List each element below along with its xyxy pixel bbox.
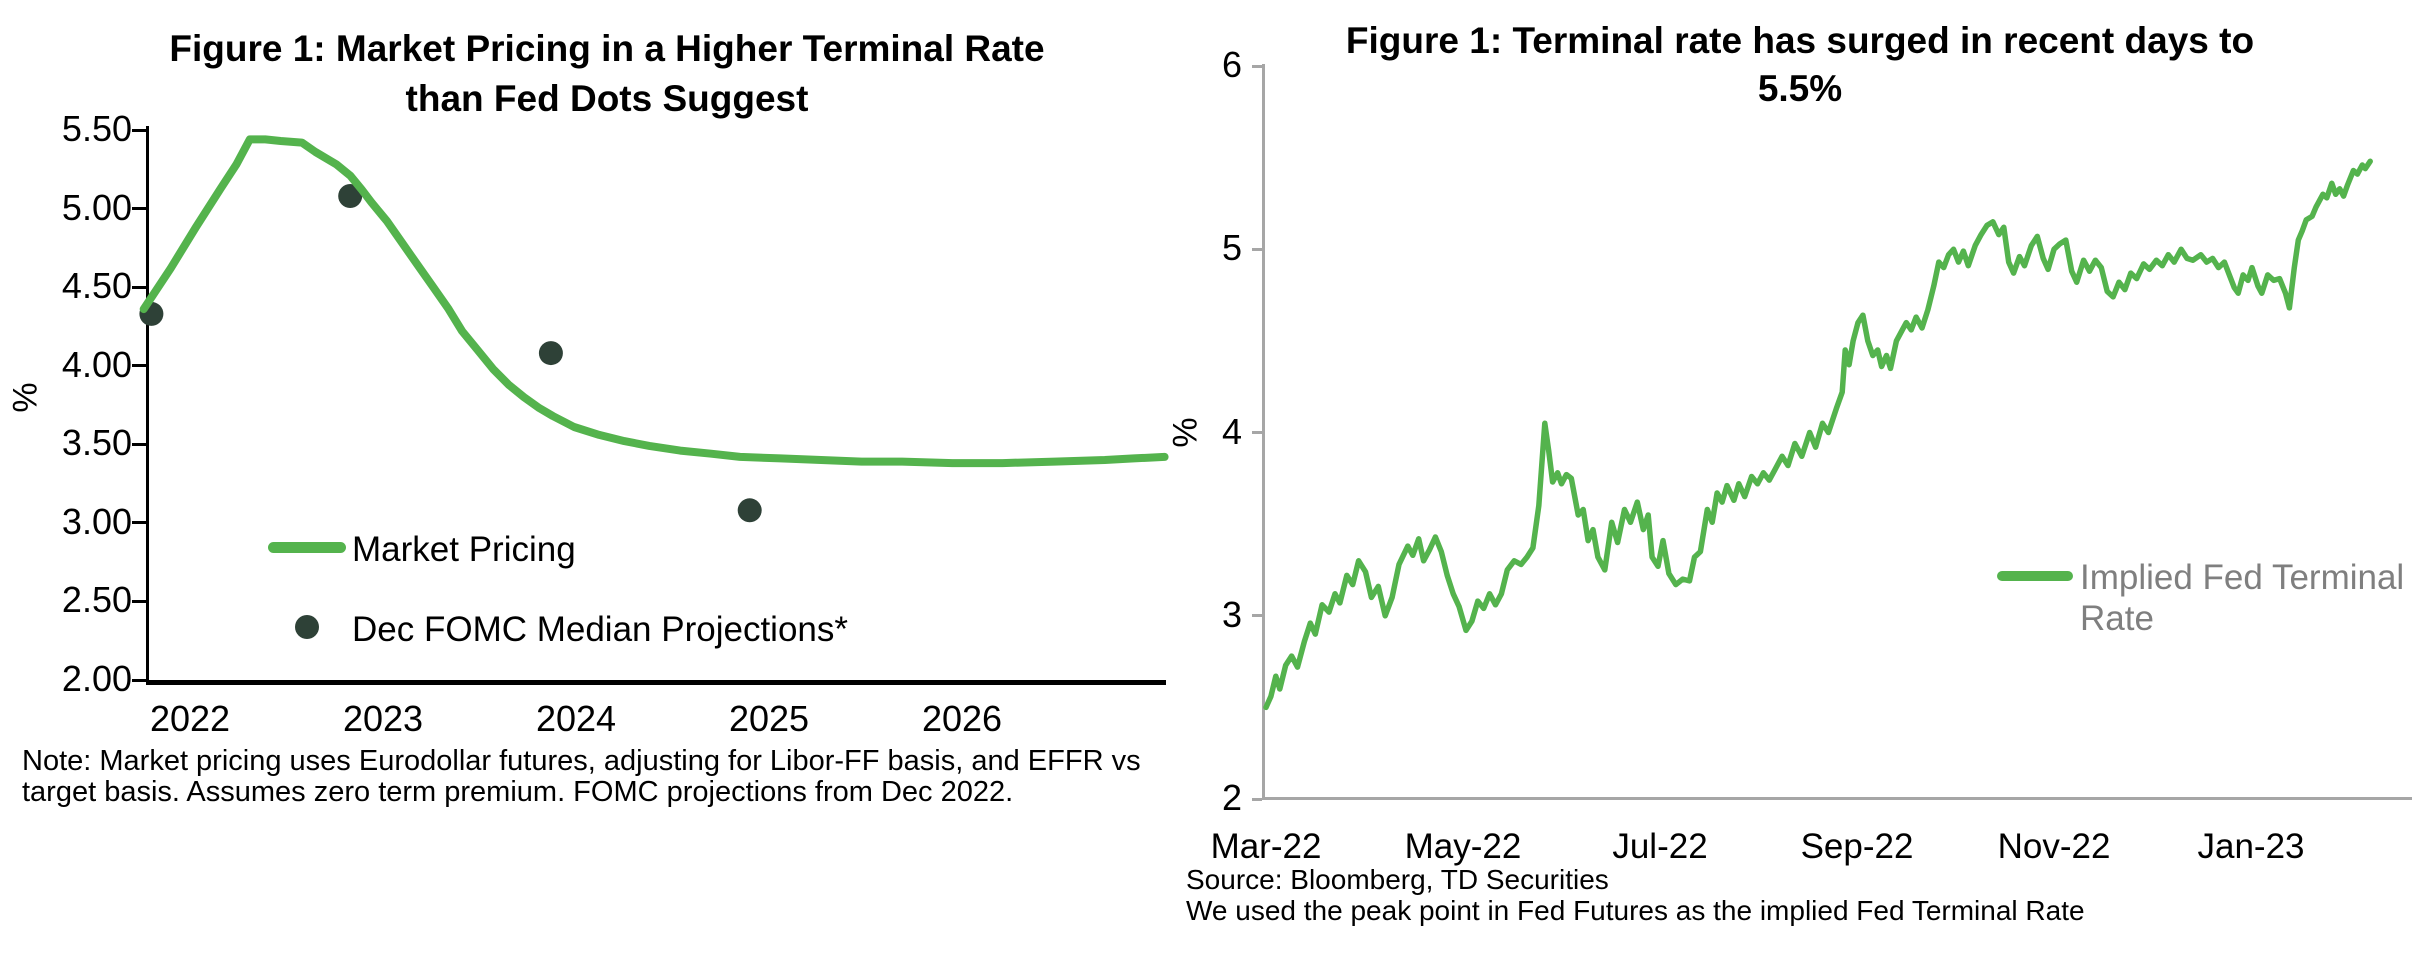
implied-fed-terminal-rate-line: [1263, 158, 2373, 711]
left-y-tick-label: 2.50: [61, 579, 132, 621]
right-y-tick-label: 5: [1221, 227, 1242, 269]
left-y-tick-mark: [132, 599, 146, 603]
left-y-tick-mark: [132, 364, 146, 368]
fomc-median-projection-dot: [538, 341, 563, 366]
right-y-tick-label: 3: [1221, 593, 1242, 635]
right-chart-source: Source: Bloomberg, TD Securities: [1186, 864, 1609, 895]
fomc-median-projection-dot: [139, 301, 164, 326]
right-chart-title-line1: Figure 1: Terminal rate has surged in re…: [1345, 20, 2255, 61]
fomc-median-projection-dot: [338, 184, 363, 208]
market-pricing-line: [139, 135, 1169, 468]
left-x-tick-label: 2026: [921, 698, 1003, 739]
right-x-tick-label: May-22: [1404, 827, 1522, 866]
left-y-tick-label: 3.50: [61, 422, 132, 464]
market-pricing-legend-swatch: [268, 542, 346, 553]
left-y-tick-mark: [132, 521, 146, 525]
left-y-tick-mark: [132, 128, 146, 132]
fomc-median-projection-dot: [737, 498, 762, 523]
right-x-tick-label: Sep-22: [1800, 827, 1914, 866]
left-chart-title-line1: Figure 1: Market Pricing in a Higher Ter…: [169, 28, 1045, 69]
left-chart-title-line2: than Fed Dots Suggest: [405, 78, 809, 119]
left-chart-note-line1: Note: Market pricing uses Eurodollar fut…: [22, 745, 1141, 777]
fomc-projections-legend-dot: [295, 615, 319, 639]
left-y-tick-label: 5.00: [61, 186, 132, 228]
right-y-tick-mark: [1252, 64, 1262, 68]
terminal-rate-legend-label-line1: Implied Fed Terminal: [2080, 558, 2405, 597]
right-x-axis-line: [1262, 797, 2412, 800]
left-y-tick-label: 3.00: [61, 500, 132, 542]
left-x-tick-label: 2022: [149, 698, 231, 739]
left-y-tick-label: 2.00: [61, 658, 132, 699]
terminal-rate-legend-label-line2: Rate: [2080, 599, 2154, 638]
left-y-axis-line: [146, 126, 149, 685]
right-y-tick-label: 2: [1221, 777, 1242, 818]
right-y-axis-line: [1262, 64, 1265, 800]
left-y-tick-label: 5.50: [61, 108, 132, 149]
right-y-tick-mark: [1252, 614, 1262, 618]
left-y-tick-label: 4.00: [61, 343, 132, 385]
right-x-tick-label: Mar-22: [1210, 827, 1322, 866]
left-y-tick-mark: [132, 285, 146, 289]
terminal-rate-legend-swatch: [1997, 571, 2073, 581]
right-x-tick-label: Jan-23: [2197, 827, 2305, 866]
right-y-tick-mark: [1252, 797, 1262, 801]
right-x-tick-label: Nov-22: [1997, 827, 2111, 866]
right-y-tick-mark: [1252, 431, 1262, 434]
right-y-tick-label: 4: [1221, 410, 1242, 452]
right-chart-footnote: We used the peak point in Fed Futures as…: [1186, 895, 2085, 926]
right-y-tick-mark: [1252, 247, 1262, 251]
left-y-tick-mark: [132, 442, 146, 446]
left-x-tick-label: 2024: [535, 698, 617, 739]
right-y-tick-label: 6: [1221, 44, 1242, 85]
left-y-tick-mark: [132, 207, 146, 211]
left-x-axis-line: [146, 680, 1166, 685]
fomc-projections-legend-label: Dec FOMC Median Projections*: [352, 610, 848, 649]
right-chart-title-line2: 5.5%: [1757, 68, 1843, 109]
left-y-tick-label: 4.50: [61, 265, 132, 307]
left-x-tick-label: 2023: [342, 698, 424, 739]
market-pricing-legend-label: Market Pricing: [352, 530, 576, 569]
left-chart-note-line2: target basis. Assumes zero term premium.…: [22, 776, 1014, 808]
left-x-tick-label: 2025: [728, 698, 810, 739]
left-y-tick-mark: [132, 678, 146, 682]
right-x-tick-label: Jul-22: [1612, 827, 1708, 866]
